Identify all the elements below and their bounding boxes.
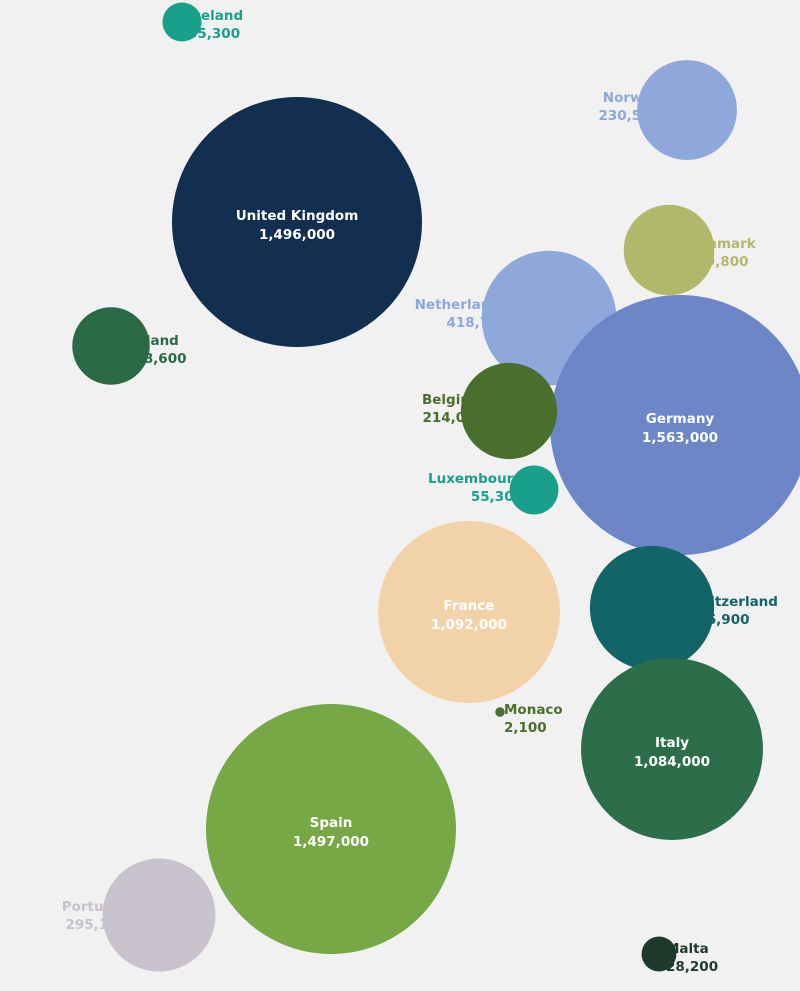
value-label-belgium: 214,000 xyxy=(423,410,485,426)
value-label-italy: 1,084,000 xyxy=(634,754,710,770)
label-italy: Italy xyxy=(655,735,689,751)
bubble-luxembourg xyxy=(509,465,559,515)
value-label-france: 1,092,000 xyxy=(431,617,507,633)
label-netherlands: Netherlands xyxy=(415,297,508,313)
value-label-denmark: 189,800 xyxy=(687,254,749,270)
label-portugal: Portugal xyxy=(62,899,127,915)
bubble-united-kingdom xyxy=(172,97,422,347)
bubble-denmark xyxy=(623,204,715,296)
bubble-monaco xyxy=(495,707,505,717)
label-united-kingdom: United Kingdom xyxy=(236,208,359,224)
value-label-netherlands: 418,700 xyxy=(447,315,509,331)
value-label-ireland: 138,600 xyxy=(125,351,187,367)
bubble-belgium xyxy=(460,362,558,460)
label-spain: Spain xyxy=(310,815,353,831)
value-label-luxembourg: 55,300 xyxy=(471,489,523,505)
bubble-germany xyxy=(550,295,800,555)
value-label-united-kingdom: 1,496,000 xyxy=(259,227,335,243)
label-malta: Malta xyxy=(666,941,709,957)
bubble-italy xyxy=(581,658,763,840)
bubble-iceland xyxy=(162,2,202,42)
bubble-portugal xyxy=(102,858,216,972)
value-label-germany: 1,563,000 xyxy=(642,430,718,446)
label-iceland: Iceland xyxy=(188,8,243,24)
label-monaco: Monaco xyxy=(504,702,563,718)
value-label-monaco: 2,100 xyxy=(504,720,547,736)
value-label-switzerland: 356,900 xyxy=(688,612,750,628)
label-france: France xyxy=(444,598,495,614)
label-denmark: Denmark xyxy=(687,236,757,252)
bubble-norway xyxy=(637,60,737,160)
value-label-spain: 1,497,000 xyxy=(293,834,369,850)
bubble-ireland xyxy=(72,307,150,385)
label-switzerland: Switzerland xyxy=(688,594,778,610)
bubble-switzerland xyxy=(589,545,715,671)
bubble-spain xyxy=(206,704,456,954)
value-label-norway: 230,500 xyxy=(599,108,661,124)
label-luxembourg: Luxembourg xyxy=(428,471,523,487)
bubble-france xyxy=(378,521,560,703)
value-label-malta: 28,200 xyxy=(666,959,718,975)
label-norway: Norway xyxy=(603,90,660,106)
bubble-malta xyxy=(641,936,677,972)
value-label-iceland: 35,300 xyxy=(188,26,240,42)
label-ireland: Ireland xyxy=(125,333,179,349)
label-belgium: Belgium xyxy=(422,392,484,408)
value-label-portugal: 295,100 xyxy=(66,917,128,933)
label-germany: Germany xyxy=(646,411,715,427)
